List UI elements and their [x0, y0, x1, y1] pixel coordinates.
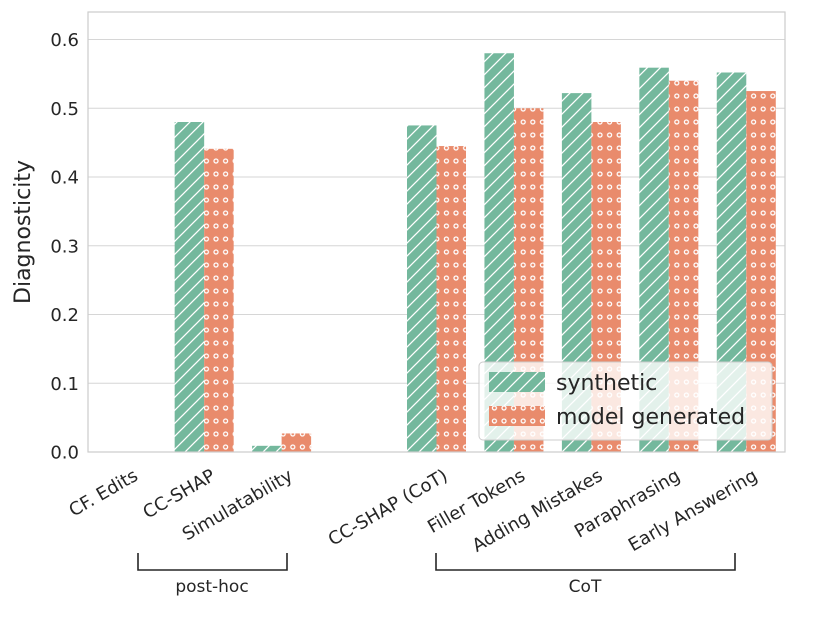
x-tick-label-early-answering: Early Answering [625, 465, 761, 556]
legend-label-synthetic: synthetic [556, 371, 657, 396]
y-axis-label: Diagnosticity [11, 160, 36, 304]
y-tick-label: 0.6 [50, 30, 79, 51]
y-tick-label: 0.1 [50, 374, 79, 395]
y-tick-label: 0.0 [50, 443, 79, 464]
y-tick-label: 0.4 [50, 168, 79, 189]
y-tick-label: 0.5 [50, 99, 79, 120]
bar-model-generated-cc-shap-cot [436, 146, 466, 452]
x-tick-label-cf-edits: CF. Edits [66, 465, 142, 521]
y-tick-label: 0.2 [50, 305, 79, 326]
group-bracket-post-hoc [137, 553, 288, 571]
y-tick-label: 0.3 [50, 236, 79, 257]
category-group-brackets: post-hoc CoT [137, 553, 736, 597]
bar-synthetic-cc-shap-cot [407, 125, 437, 452]
bar-model-generated-cc-shap [204, 148, 234, 452]
bar-synthetic-simulatability [252, 445, 282, 452]
plot-area-frame [87, 11, 786, 453]
legend-box [478, 361, 773, 441]
group-label-post-hoc: post-hoc [175, 577, 248, 597]
x-tick-label-adding-mistakes: Adding Mistakes [469, 465, 606, 557]
x-tick-label-cc-shap-cot: CC-SHAP (CoT) [325, 465, 452, 550]
bar-model-generated-simulatability [281, 433, 312, 452]
group-label-cot: CoT [569, 577, 602, 597]
y-tick-labels: 0.0 0.1 0.2 0.3 0.4 0.5 0.6 [50, 30, 79, 464]
legend-label-model-generated: model generated [556, 405, 745, 430]
legend: synthetic model generated [478, 361, 773, 441]
group-bracket-cot [435, 553, 736, 571]
bar-synthetic-cc-shap [174, 122, 205, 452]
legend-swatch-model-generated [489, 406, 545, 426]
legend-swatch-synthetic [489, 372, 545, 392]
